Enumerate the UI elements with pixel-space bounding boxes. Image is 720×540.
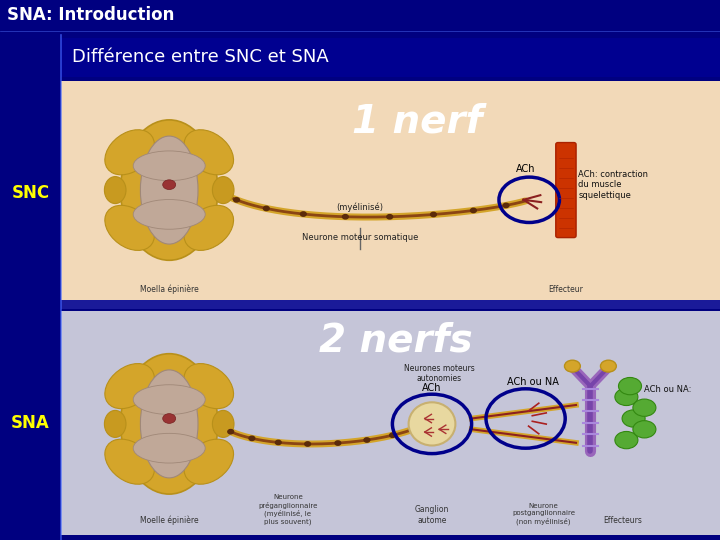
FancyBboxPatch shape — [556, 144, 576, 237]
Circle shape — [228, 429, 233, 434]
Circle shape — [163, 180, 176, 190]
Ellipse shape — [212, 410, 234, 437]
Ellipse shape — [105, 363, 154, 409]
Text: Neurone moteur somatique: Neurone moteur somatique — [302, 233, 418, 242]
Ellipse shape — [184, 205, 233, 251]
Ellipse shape — [104, 177, 126, 204]
Text: Neurone
préganglionnaire
(myélinisé, le
plus souvent): Neurone préganglionnaire (myélinisé, le … — [258, 495, 318, 525]
Circle shape — [503, 203, 509, 207]
Ellipse shape — [133, 151, 205, 180]
Circle shape — [615, 388, 638, 406]
Ellipse shape — [184, 439, 233, 484]
Circle shape — [275, 440, 281, 444]
Circle shape — [387, 214, 392, 219]
Ellipse shape — [184, 363, 233, 409]
Circle shape — [471, 208, 477, 213]
Circle shape — [264, 206, 269, 211]
Circle shape — [615, 431, 638, 449]
Ellipse shape — [184, 130, 233, 175]
FancyBboxPatch shape — [556, 143, 576, 238]
Ellipse shape — [600, 360, 616, 372]
Text: 2 nerfs: 2 nerfs — [319, 321, 473, 359]
Circle shape — [305, 442, 310, 446]
Text: Neurone
postganglionnaire
(non myélinisé): Neurone postganglionnaire (non myélinisé… — [512, 503, 575, 525]
Circle shape — [163, 414, 176, 423]
Text: Moella épinière: Moella épinière — [140, 285, 199, 294]
Ellipse shape — [133, 199, 205, 229]
Ellipse shape — [105, 130, 154, 175]
Ellipse shape — [121, 354, 217, 494]
Text: Moelle épinière: Moelle épinière — [140, 515, 199, 525]
Circle shape — [633, 399, 656, 416]
Bar — [61, 300, 720, 309]
Circle shape — [431, 212, 436, 217]
Text: (myélinisé): (myélinisé) — [336, 202, 384, 212]
Ellipse shape — [140, 136, 198, 244]
Text: Neurones moteurs
autonomies: Neurones moteurs autonomies — [404, 364, 474, 383]
Ellipse shape — [133, 433, 205, 463]
Ellipse shape — [564, 360, 580, 372]
Circle shape — [335, 441, 341, 445]
Ellipse shape — [140, 370, 198, 478]
Text: ACh: ACh — [516, 164, 536, 174]
Circle shape — [234, 198, 240, 202]
FancyBboxPatch shape — [557, 145, 575, 235]
Text: SNC: SNC — [12, 184, 50, 202]
Circle shape — [410, 427, 416, 431]
Ellipse shape — [105, 439, 154, 484]
Circle shape — [618, 377, 642, 395]
Ellipse shape — [121, 120, 217, 260]
Text: ACh ou NA: ACh ou NA — [507, 377, 559, 387]
Circle shape — [633, 421, 656, 438]
Circle shape — [364, 438, 370, 442]
Ellipse shape — [133, 384, 205, 415]
Text: SNA: Introduction: SNA: Introduction — [7, 6, 174, 24]
Circle shape — [300, 212, 306, 216]
Text: ACh ou NA:: ACh ou NA: — [644, 385, 692, 394]
Circle shape — [622, 410, 645, 427]
Text: Différence entre SNC et SNA: Différence entre SNC et SNA — [72, 48, 329, 66]
Text: Effecteur: Effecteur — [549, 285, 583, 294]
Text: Effecteurs: Effecteurs — [603, 516, 642, 525]
Text: ACh: ACh — [422, 382, 442, 393]
Bar — [61, 38, 720, 77]
Circle shape — [249, 436, 255, 441]
Ellipse shape — [212, 177, 234, 204]
Ellipse shape — [105, 205, 154, 251]
Circle shape — [390, 433, 395, 437]
Ellipse shape — [104, 410, 126, 437]
Bar — [61, 310, 720, 535]
Text: SNA: SNA — [12, 414, 50, 431]
Circle shape — [343, 214, 348, 219]
Bar — [61, 81, 720, 305]
Text: 1 nerf: 1 nerf — [352, 103, 483, 140]
Ellipse shape — [409, 402, 456, 446]
Text: Ganglion
autome: Ganglion autome — [415, 505, 449, 525]
Text: ACh: contraction
du muscle
squelettique: ACh: contraction du muscle squelettique — [578, 170, 648, 200]
